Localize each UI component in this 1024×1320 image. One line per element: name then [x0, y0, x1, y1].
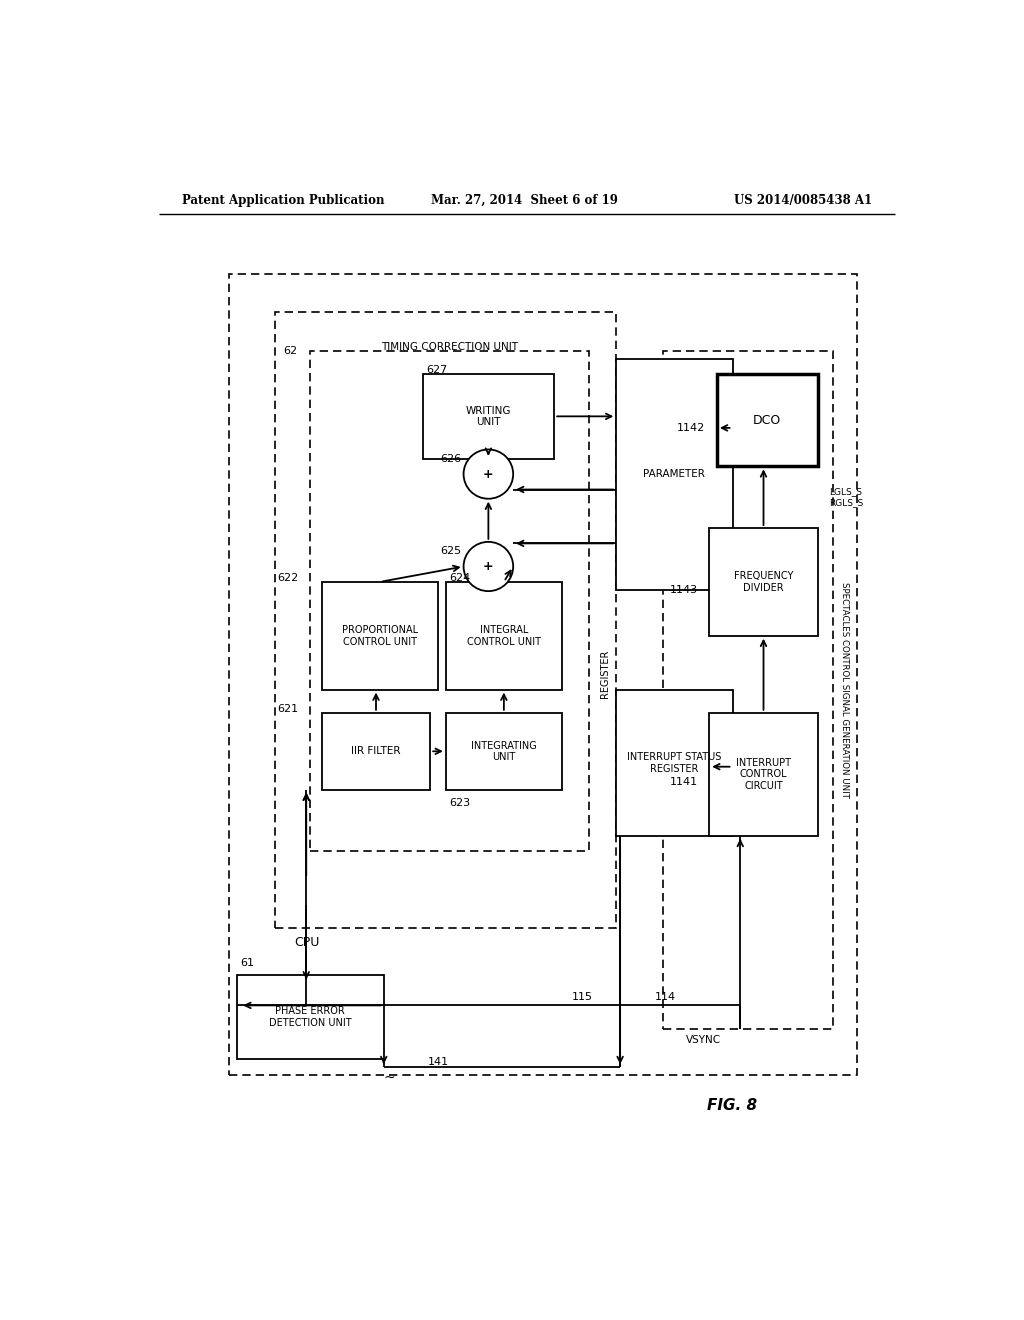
- Text: INTERRUPT
CONTROL
CIRCUIT: INTERRUPT CONTROL CIRCUIT: [736, 758, 791, 791]
- Text: 114: 114: [655, 991, 676, 1002]
- Text: 141: 141: [427, 1057, 449, 1067]
- Text: IIR FILTER: IIR FILTER: [351, 746, 400, 756]
- Text: VSYNC: VSYNC: [686, 1035, 721, 1045]
- Text: SPECTACLES CONTROL SIGNAL GENERATION UNIT: SPECTACLES CONTROL SIGNAL GENERATION UNI…: [841, 582, 849, 797]
- Text: 115: 115: [572, 991, 593, 1002]
- Text: TIMING CORRECTION UNIT: TIMING CORRECTION UNIT: [381, 342, 518, 352]
- Text: Mar. 27, 2014  Sheet 6 of 19: Mar. 27, 2014 Sheet 6 of 19: [431, 194, 618, 207]
- Text: REGISTER: REGISTER: [600, 651, 609, 698]
- FancyBboxPatch shape: [322, 582, 438, 689]
- Text: Patent Application Publication: Patent Application Publication: [182, 194, 385, 207]
- Text: 622: 622: [278, 573, 299, 583]
- Circle shape: [464, 450, 513, 499]
- Text: FREQUENCY
DIVIDER: FREQUENCY DIVIDER: [734, 572, 794, 593]
- FancyBboxPatch shape: [710, 713, 818, 836]
- Circle shape: [464, 541, 513, 591]
- Text: 1142: 1142: [677, 422, 706, 433]
- Text: INTEGRATING
UNIT: INTEGRATING UNIT: [471, 741, 537, 762]
- Text: INTEGRAL
CONTROL UNIT: INTEGRAL CONTROL UNIT: [467, 624, 541, 647]
- Text: WRITING
UNIT: WRITING UNIT: [466, 405, 511, 428]
- FancyBboxPatch shape: [616, 689, 732, 836]
- Text: PARAMETER: PARAMETER: [643, 469, 706, 479]
- Text: PROPORTIONAL
CONTROL UNIT: PROPORTIONAL CONTROL UNIT: [342, 624, 418, 647]
- FancyBboxPatch shape: [717, 374, 818, 466]
- Text: CPU: CPU: [295, 936, 319, 949]
- Text: PHASE ERROR
DETECTION UNIT: PHASE ERROR DETECTION UNIT: [269, 1006, 351, 1028]
- Text: 1141: 1141: [670, 777, 697, 787]
- FancyBboxPatch shape: [710, 528, 818, 636]
- FancyBboxPatch shape: [322, 713, 430, 789]
- Text: 627: 627: [426, 366, 447, 375]
- FancyBboxPatch shape: [445, 713, 562, 789]
- Text: DCO: DCO: [754, 413, 781, 426]
- Text: 624: 624: [450, 573, 471, 583]
- Text: 621: 621: [278, 704, 299, 714]
- FancyBboxPatch shape: [445, 582, 562, 689]
- Text: 1143: 1143: [670, 585, 697, 594]
- Text: FIG. 8: FIG. 8: [708, 1098, 758, 1113]
- FancyBboxPatch shape: [616, 359, 732, 590]
- Text: +: +: [483, 467, 494, 480]
- Text: 623: 623: [450, 797, 471, 808]
- FancyBboxPatch shape: [237, 974, 384, 1059]
- Text: 61: 61: [241, 958, 254, 968]
- Text: 626: 626: [440, 454, 461, 463]
- Text: 625: 625: [440, 546, 461, 556]
- Text: 62: 62: [283, 346, 297, 356]
- Text: ~: ~: [384, 1071, 395, 1085]
- Text: US 2014/0085438 A1: US 2014/0085438 A1: [734, 194, 872, 207]
- FancyBboxPatch shape: [423, 374, 554, 459]
- Text: INTERRUPT STATUS
REGISTER: INTERRUPT STATUS REGISTER: [627, 752, 722, 774]
- Text: +: +: [483, 560, 494, 573]
- Text: LGLS_S
RGLS_S: LGLS_S RGLS_S: [829, 487, 863, 507]
